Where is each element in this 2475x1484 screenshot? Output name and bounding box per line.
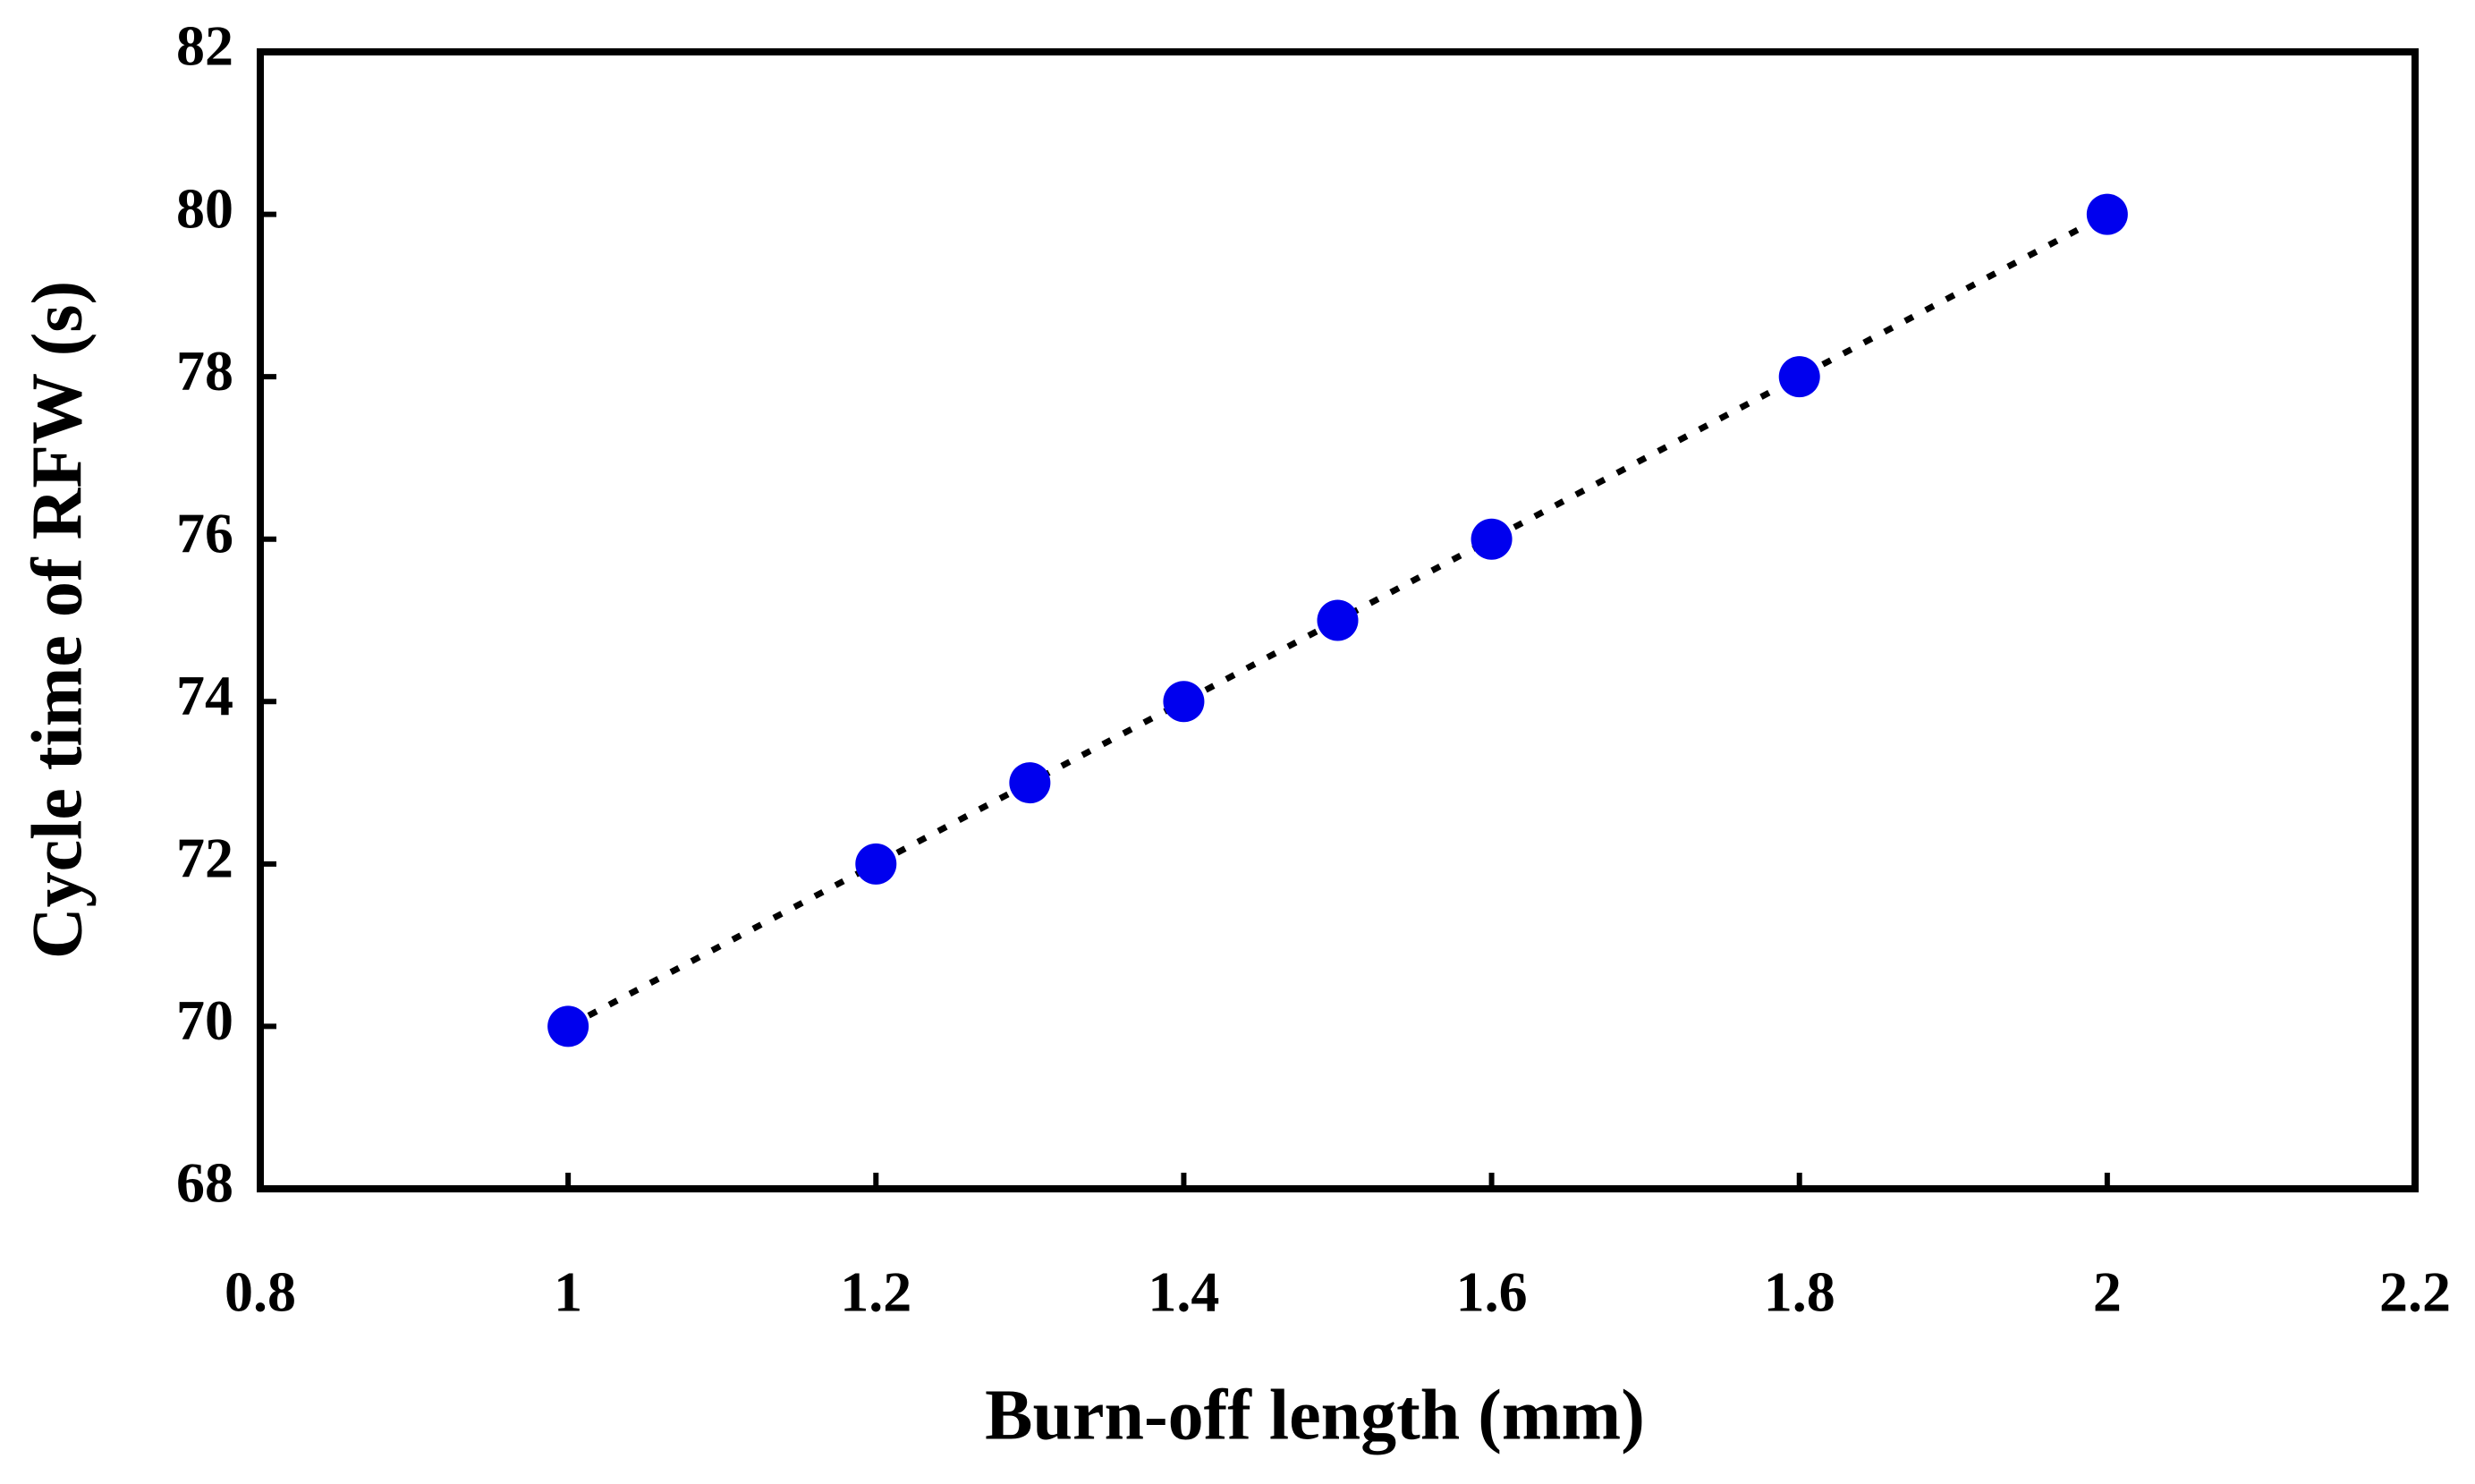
data-point bbox=[1471, 518, 1513, 560]
x-tick-label: 0.8 bbox=[225, 1260, 296, 1324]
data-point bbox=[1163, 681, 1205, 723]
trendline bbox=[566, 211, 2109, 1030]
data-point bbox=[855, 843, 897, 885]
x-tick-label: 2.2 bbox=[2379, 1260, 2451, 1324]
y-tick-label: 72 bbox=[176, 827, 233, 890]
x-tick-label: 2 bbox=[2093, 1260, 2122, 1324]
x-tick-label: 1 bbox=[554, 1260, 582, 1324]
data-point bbox=[1317, 599, 1359, 641]
x-tick-label: 1.8 bbox=[1764, 1260, 1835, 1324]
data-point bbox=[1778, 356, 1820, 398]
y-tick-label: 80 bbox=[176, 176, 233, 240]
data-point bbox=[1009, 762, 1051, 804]
plot-frame bbox=[257, 48, 2419, 1192]
y-axis-title: Cycle time of RFW (s) bbox=[18, 281, 97, 959]
x-tick-label: 1.6 bbox=[1456, 1260, 1528, 1324]
x-tick-label: 1.4 bbox=[1148, 1260, 1219, 1324]
y-tick-label: 82 bbox=[176, 14, 233, 78]
y-tick-label: 70 bbox=[176, 988, 233, 1052]
y-tick-label: 78 bbox=[176, 339, 233, 403]
data-point bbox=[2086, 193, 2128, 235]
y-tick-label: 74 bbox=[176, 664, 233, 727]
x-tick-label: 1.2 bbox=[840, 1260, 911, 1324]
y-tick-label: 68 bbox=[176, 1151, 233, 1215]
y-tick-label: 76 bbox=[176, 501, 233, 564]
x-axis-title: Burn-off length (mm) bbox=[985, 1376, 1645, 1454]
data-point bbox=[547, 1005, 589, 1047]
